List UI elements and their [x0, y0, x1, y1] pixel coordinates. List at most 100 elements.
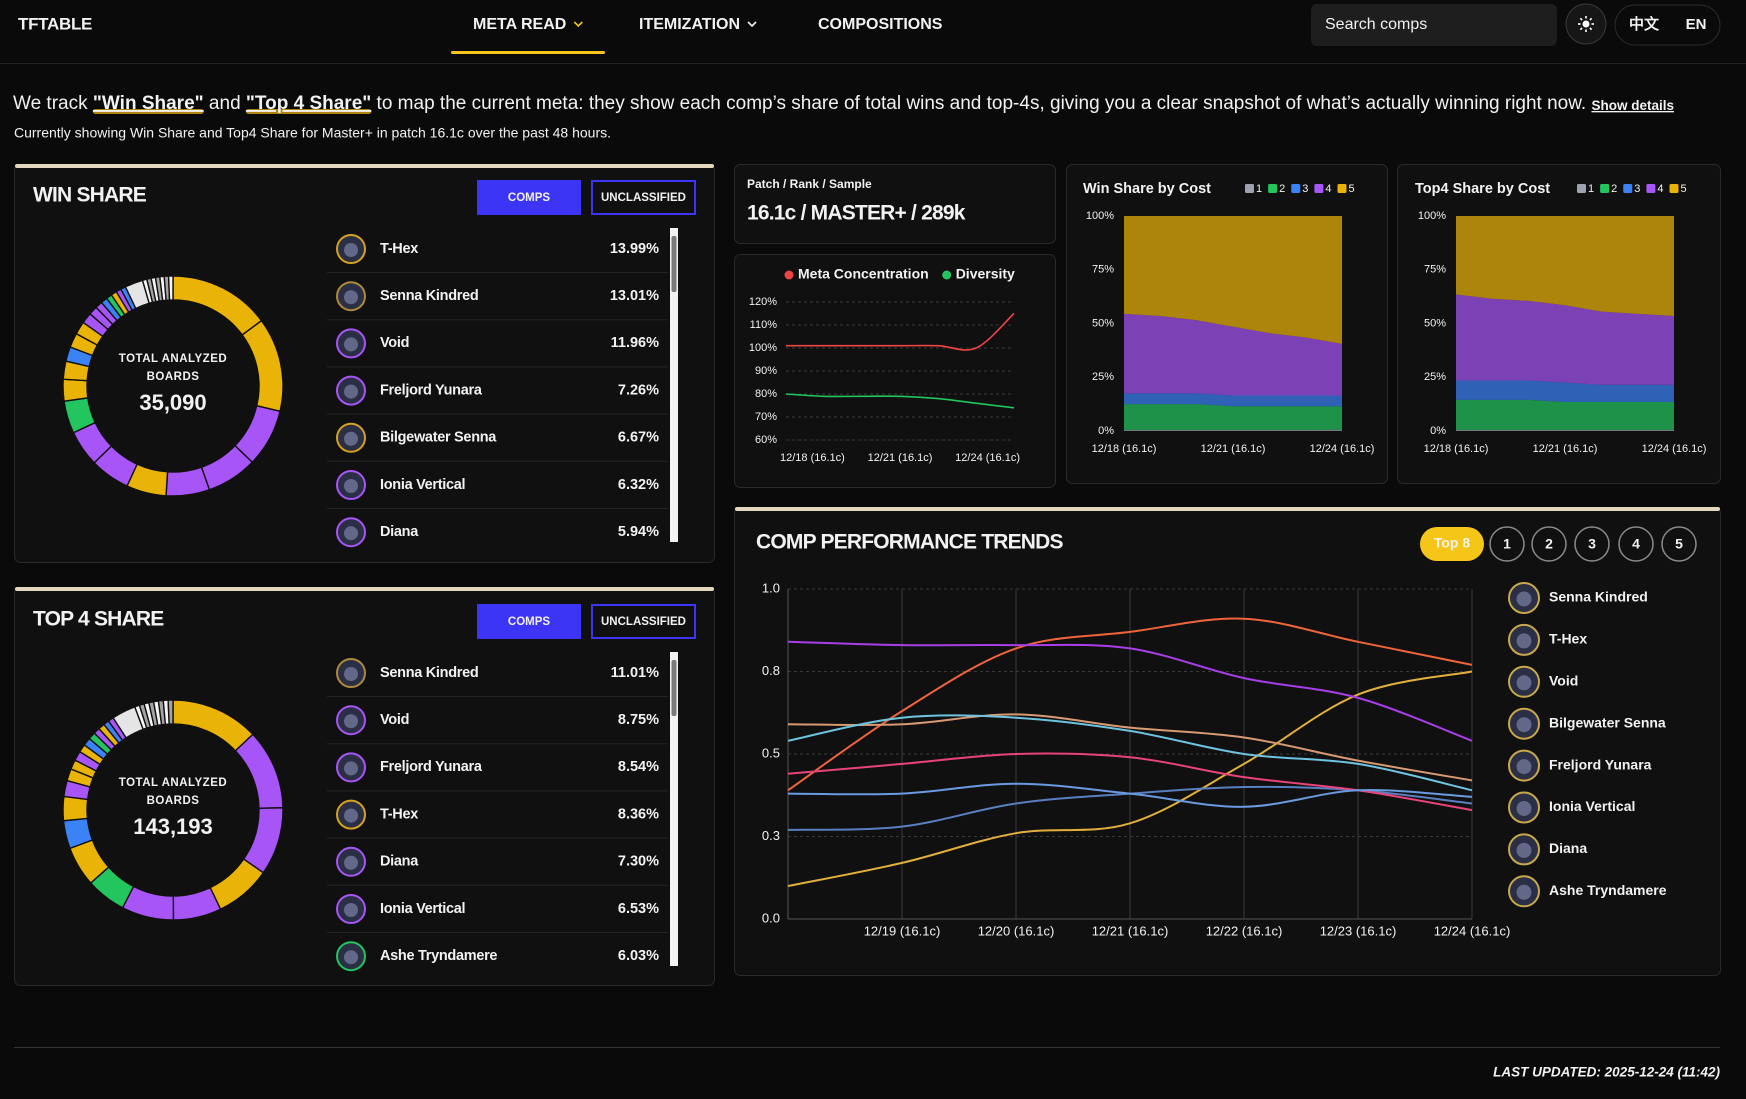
comps-button[interactable] [477, 604, 581, 639]
chart-title: Top4 Share by Cost [1415, 181, 1550, 197]
comp-name[interactable]: T-Hex [380, 241, 419, 257]
x-tick-label: 12/22 (16.1c) [1206, 923, 1283, 938]
y-tick-label: 100% [1086, 210, 1114, 222]
area-band [1456, 216, 1674, 316]
y-tick-label: 100% [749, 342, 777, 354]
scroll-track [670, 652, 678, 966]
y-tick-label: 1.0 [762, 580, 780, 595]
comp-avatar-face [344, 808, 358, 823]
button-label: COMPS [508, 192, 551, 204]
x-tick-label: 12/18 (16.1c) [1092, 443, 1157, 455]
intro-part: We track [13, 93, 93, 114]
scroll-thumb[interactable] [671, 660, 677, 716]
x-tick-label: 12/18 (16.1c) [780, 452, 845, 464]
legend-label: 1 [1588, 183, 1594, 195]
comp-name[interactable]: Ionia Vertical [380, 477, 466, 493]
comp-avatar-face [344, 761, 358, 776]
panel-title: WIN SHARE [33, 184, 147, 207]
series-line [787, 670, 1473, 887]
legend-label[interactable]: Bilgewater Senna [1549, 714, 1666, 730]
comp-name[interactable]: Freljord Yunara [380, 382, 483, 398]
language-switch [1614, 4, 1721, 46]
legend-swatch [1600, 184, 1610, 193]
comps-button[interactable] [477, 180, 581, 215]
search-box[interactable] [1311, 4, 1557, 46]
panel [734, 164, 1056, 244]
language-option[interactable]: 中文 [1629, 15, 1660, 33]
y-tick-label: 0.8 [762, 663, 780, 678]
tab-active[interactable] [1420, 527, 1484, 561]
legend-label[interactable]: Senna Kindred [1549, 589, 1648, 605]
comp-name[interactable]: Freljord Yunara [380, 759, 483, 775]
comp-name[interactable]: Void [380, 712, 409, 728]
nav-item[interactable]: META READ [473, 16, 566, 33]
x-tick-label: 12/19 (16.1c) [864, 923, 941, 938]
unclassified-button[interactable] [591, 180, 696, 215]
unclassified-button[interactable] [591, 604, 696, 639]
button-label: UNCLASSIFIED [601, 616, 686, 628]
y-tick-label: 110% [750, 319, 778, 331]
legend-label: 4 [1325, 183, 1331, 195]
legend-label[interactable]: Ionia Vertical [1549, 798, 1635, 814]
show-details-link[interactable]: Show details [1591, 98, 1674, 113]
legend-label: 3 [1634, 183, 1640, 195]
language-option[interactable]: EN [1686, 16, 1707, 33]
legend-label[interactable]: T-Hex [1549, 631, 1587, 647]
button-label: UNCLASSIFIED [601, 192, 686, 204]
legend-label: 4 [1657, 183, 1663, 195]
comp-name[interactable]: Diana [380, 854, 420, 870]
tab[interactable] [1574, 526, 1610, 562]
comp-share: 7.26% [618, 382, 659, 398]
comp-name[interactable]: Void [380, 335, 409, 351]
legend-label[interactable]: Diana [1549, 840, 1587, 856]
y-tick-label: 120% [749, 296, 777, 308]
comp-share: 6.53% [618, 901, 659, 917]
x-tick-label: 12/21 (16.1c) [1092, 923, 1169, 938]
comp-name[interactable]: Bilgewater Senna [380, 430, 498, 446]
donut-segment [62, 795, 89, 822]
panel-accent [15, 164, 714, 168]
legend-swatch [1337, 184, 1347, 193]
tab[interactable] [1618, 526, 1654, 562]
tab[interactable] [1489, 526, 1525, 562]
nav-item[interactable]: COMPOSITIONS [818, 16, 943, 33]
legend-swatch [1314, 184, 1324, 193]
tab[interactable] [1531, 526, 1567, 562]
comp-name[interactable]: Ionia Vertical [380, 901, 466, 917]
tab[interactable] [1661, 526, 1697, 562]
area-band [1124, 393, 1342, 407]
comp-share: 11.96% [611, 335, 659, 351]
y-tick-label: 0.3 [762, 828, 780, 843]
donut-segment [62, 378, 89, 402]
y-tick-label: 80% [755, 388, 777, 400]
scroll-thumb[interactable] [671, 236, 677, 292]
y-tick-label: 0.0 [762, 910, 780, 925]
comp-name[interactable]: T-Hex [380, 806, 419, 822]
legend-label[interactable]: Void [1549, 673, 1578, 689]
tab-label: 1 [1503, 536, 1511, 552]
legend-label: 3 [1302, 183, 1308, 195]
x-tick-label: 12/24 (16.1c) [1310, 443, 1375, 455]
comp-name[interactable]: Diana [380, 524, 420, 540]
legend-label: 1 [1256, 183, 1262, 195]
comp-avatar-face [344, 384, 358, 399]
comp-name[interactable]: Senna Kindred [380, 665, 479, 681]
comp-name[interactable]: Senna Kindred [380, 288, 479, 304]
theme-icon-ray [1589, 17, 1593, 21]
legend-swatch [784, 270, 794, 280]
x-tick-label: 12/24 (16.1c) [1434, 923, 1511, 938]
legend-swatch [1669, 184, 1679, 193]
intro-subline: Currently showing Win Share and Top4 Sha… [14, 125, 611, 141]
intro-term: "Top 4 Share" [246, 93, 371, 114]
donut-center-label: BOARDS [147, 371, 200, 383]
series-line [787, 714, 1473, 792]
intro-text: We track "Win Share" and "Top 4 Share" t… [13, 93, 1674, 114]
legend-label[interactable]: Freljord Yunara [1549, 756, 1652, 772]
intro-part: and [204, 93, 246, 114]
comp-avatar-face [344, 667, 358, 681]
comp-avatar-face [344, 290, 358, 305]
legend-label[interactable]: Ashe Tryndamere [1549, 882, 1667, 898]
comp-name[interactable]: Ashe Tryndamere [380, 948, 498, 964]
y-tick-label: 50% [1424, 317, 1446, 329]
nav-item[interactable]: ITEMIZATION [639, 16, 740, 33]
